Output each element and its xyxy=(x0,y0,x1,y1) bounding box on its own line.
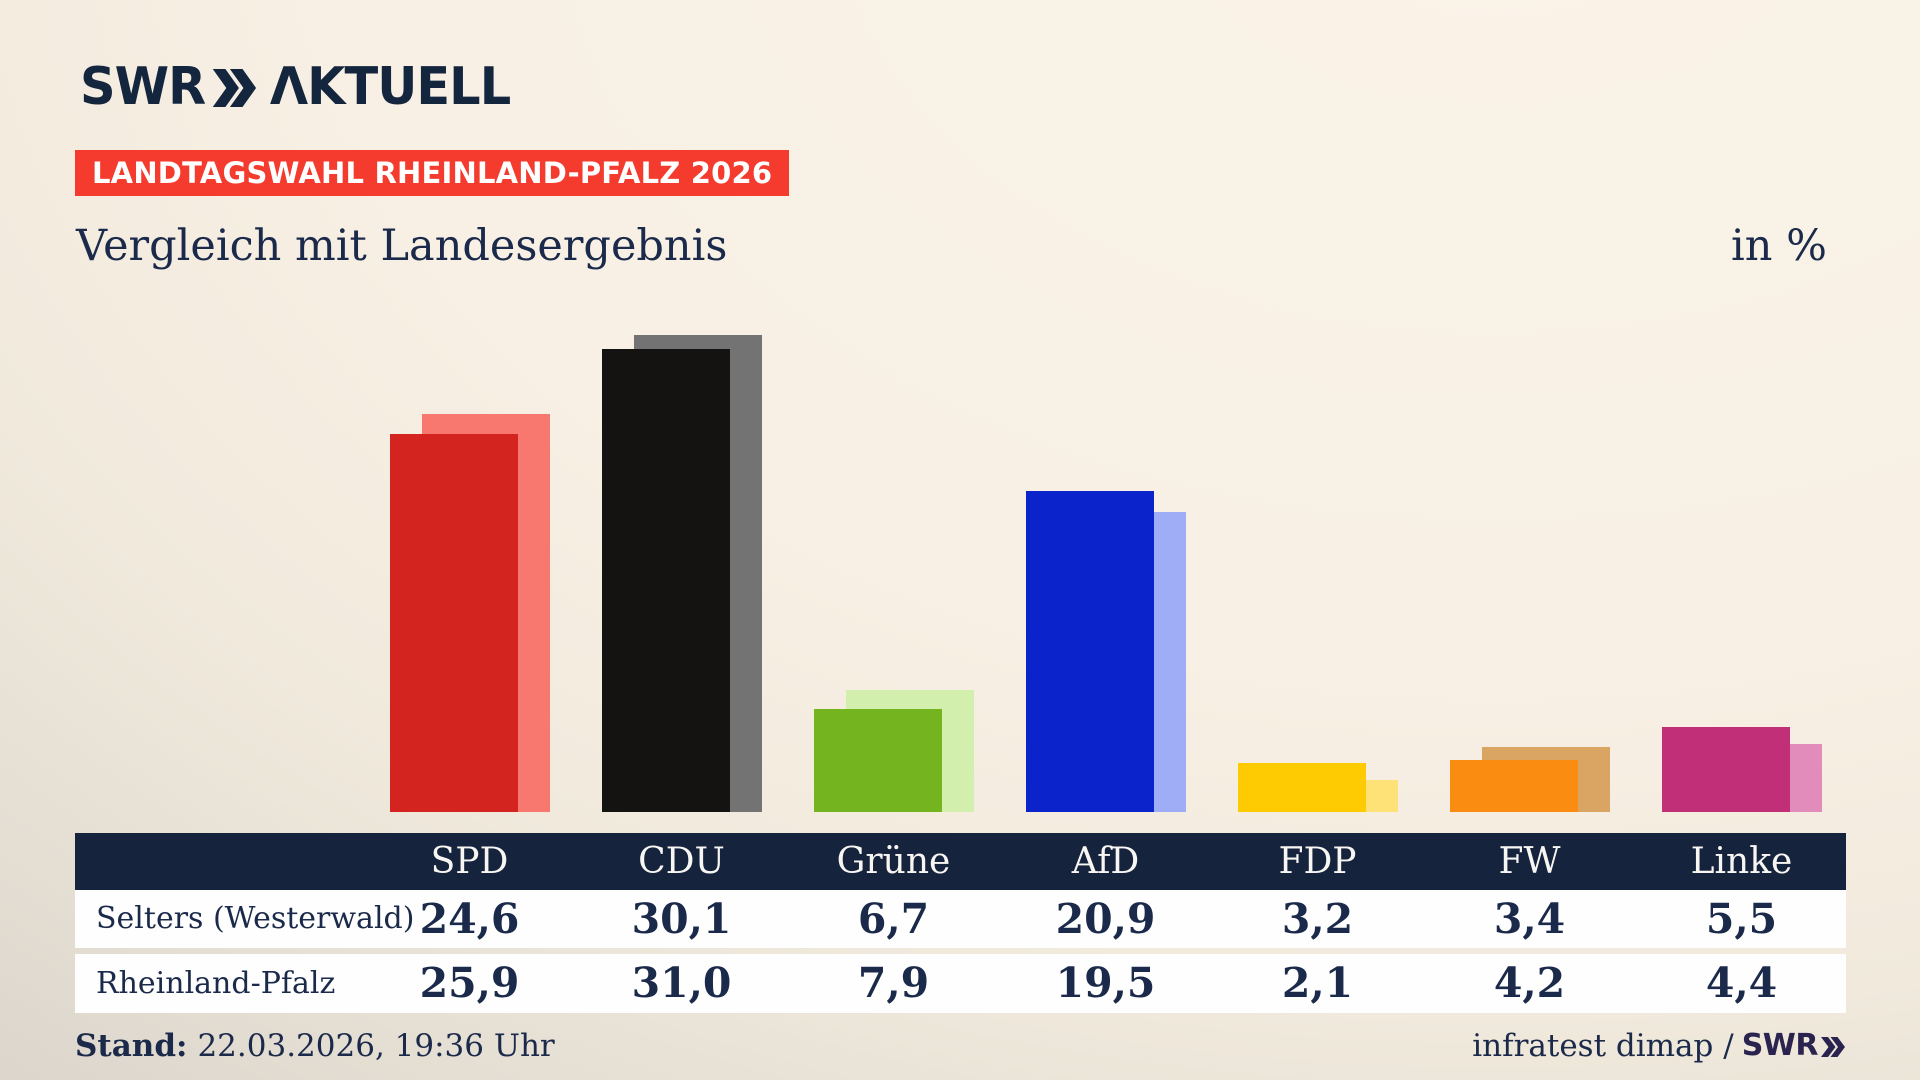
bar-Grüne-selters xyxy=(814,709,942,812)
cell-FW-row2: 4,2 xyxy=(1494,954,1565,1013)
source-brand: SWR xyxy=(1742,1026,1818,1066)
cell-AfD-row1: 20,9 xyxy=(1056,890,1156,948)
table-col-FW: FW xyxy=(1499,833,1561,890)
cell-FDP-row1: 3,2 xyxy=(1282,890,1353,948)
stand-value: 22.03.2026, 19:36 Uhr xyxy=(197,1028,554,1064)
table-col-CDU: CDU xyxy=(638,833,725,890)
cell-CDU-row1: 30,1 xyxy=(632,890,732,948)
cell-FW-row1: 3,4 xyxy=(1494,890,1565,948)
election-infographic: SWR ΛKTUELL LANDTAGSWAHL RHEINLAND-PFALZ… xyxy=(0,0,1920,1080)
table-row-selters: Selters (Westerwald) 24,6 30,1 6,7 20,9 3,2 3… xyxy=(75,890,1846,948)
bar-CDU-selters xyxy=(602,349,730,812)
cell-SPD-row2: 25,9 xyxy=(420,954,520,1013)
table-col-Grüne: Grüne xyxy=(837,833,951,890)
cell-AfD-row2: 19,5 xyxy=(1056,954,1156,1013)
bar-FW-selters xyxy=(1450,760,1578,812)
cell-FDP-row2: 2,1 xyxy=(1282,954,1353,1013)
timestamp: Stand: 22.03.2026, 19:36 Uhr xyxy=(75,1026,555,1066)
stand-label: Stand: xyxy=(75,1028,187,1064)
source-credit: infratest dimap / SWR xyxy=(1472,1026,1846,1066)
cell-Linke-row2: 4,4 xyxy=(1706,954,1777,1013)
row-label-rheinland-pfalz: Rheinland-Pfalz xyxy=(96,954,335,1013)
table-col-AfD: AfD xyxy=(1072,833,1140,890)
row-label-selters: Selters (Westerwald) xyxy=(96,890,414,948)
cell-Grüne-row2: 7,9 xyxy=(858,954,929,1013)
swr-chevrons-small-icon xyxy=(1821,1037,1846,1057)
bar-Linke-selters xyxy=(1662,727,1790,812)
table-col-FDP: FDP xyxy=(1278,833,1356,890)
bar-AfD-selters xyxy=(1026,491,1154,812)
table-col-SPD: SPD xyxy=(431,833,509,890)
cell-SPD-row1: 24,6 xyxy=(420,890,520,948)
cell-CDU-row2: 31,0 xyxy=(632,954,732,1013)
cell-Linke-row1: 5,5 xyxy=(1706,890,1777,948)
cell-Grüne-row1: 6,7 xyxy=(858,890,929,948)
table-row-rheinland-pfalz: Rheinland-Pfalz 25,9 31,0 7,9 19,5 2,1 4,2 4,4 xyxy=(75,954,1846,1013)
source-text: infratest dimap / xyxy=(1472,1026,1733,1066)
bar-SPD-selters xyxy=(390,434,518,812)
table-col-Linke: Linke xyxy=(1691,833,1793,890)
table-header: SPD CDU Grüne AfD FDP FW Linke xyxy=(75,833,1846,890)
bar-FDP-selters xyxy=(1238,763,1366,812)
